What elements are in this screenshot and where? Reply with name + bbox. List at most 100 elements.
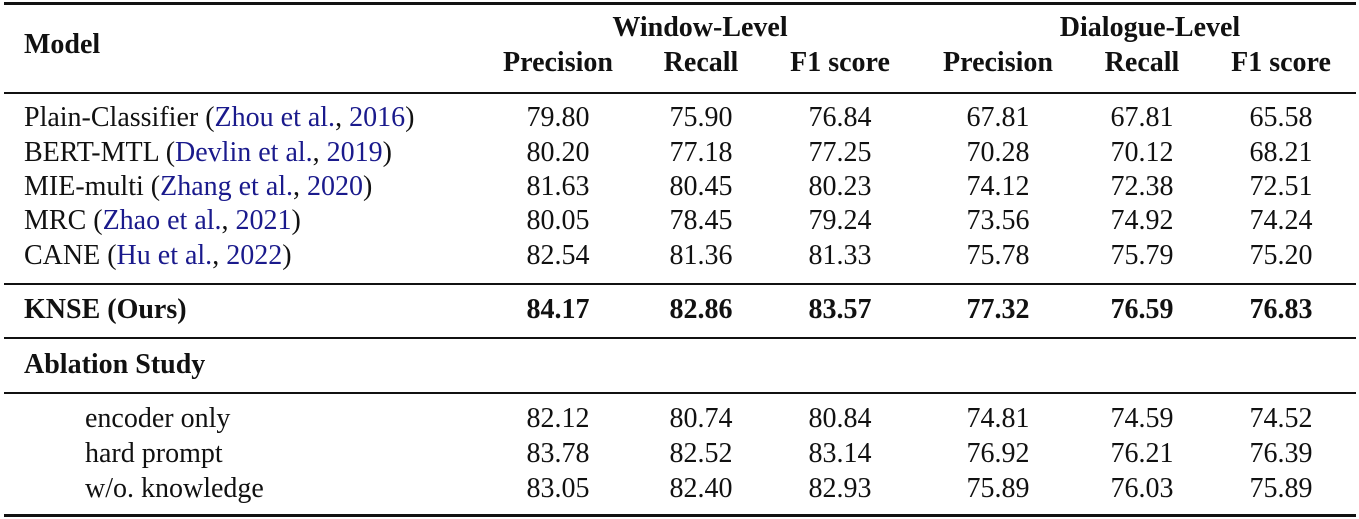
- cell: 79.24: [808, 205, 872, 236]
- cell: 77.32: [966, 294, 1030, 325]
- row-label: w/o. knowledge: [85, 473, 264, 504]
- citation-link: Zhou et al.: [214, 102, 336, 133]
- cell: 76.84: [808, 102, 872, 133]
- cell: 82.86: [669, 294, 733, 325]
- citation-link: 2022: [226, 240, 283, 271]
- cell: 83.57: [808, 294, 872, 325]
- cell: 82.52: [669, 438, 733, 469]
- column-header: Recall: [1104, 47, 1180, 78]
- label-text: ,: [293, 171, 308, 202]
- cell: 76.83: [1249, 294, 1313, 325]
- cell: 68.21: [1249, 137, 1313, 168]
- mid-rule: [4, 392, 1356, 394]
- citation-link: 2020: [307, 171, 364, 202]
- cell: 70.12: [1110, 137, 1174, 168]
- group-header: Dialogue-Level: [1059, 12, 1241, 43]
- cell: 76.39: [1249, 438, 1313, 469]
- cell: 73.56: [966, 205, 1030, 236]
- label-text: ,: [212, 240, 227, 271]
- label-text: ): [291, 205, 301, 236]
- cell: 80.45: [669, 171, 733, 202]
- column-header: F1 score: [790, 47, 890, 78]
- mid-rule: [4, 283, 1356, 285]
- column-header: Recall: [663, 47, 739, 78]
- label-text: ,: [335, 102, 350, 133]
- row-label: KNSE (Ours): [24, 294, 187, 325]
- row-label: hard prompt: [85, 438, 223, 469]
- cell: 83.05: [526, 473, 590, 504]
- label-text: ): [363, 171, 373, 202]
- cell: 74.24: [1249, 205, 1313, 236]
- cell: 80.74: [669, 403, 733, 434]
- label-text: ,: [221, 205, 236, 236]
- cell: 83.78: [526, 438, 590, 469]
- cell: 74.92: [1110, 205, 1174, 236]
- column-header: F1 score: [1231, 47, 1331, 78]
- row-label: MRC (Zhao et al., 2021): [24, 207, 301, 235]
- citation-link: 2019: [326, 137, 383, 168]
- cell: 75.89: [966, 473, 1030, 504]
- header-model: Model: [24, 29, 101, 60]
- citation-link: Hu et al.: [116, 240, 213, 271]
- cell: 82.93: [808, 473, 872, 504]
- column-header: Precision: [503, 47, 613, 78]
- citation-link: Zhao et al.: [102, 205, 222, 236]
- row-label: encoder only: [85, 403, 231, 434]
- row-label: MIE-multi (Zhang et al., 2020): [24, 173, 372, 201]
- cell: 75.20: [1249, 240, 1313, 271]
- row-label: CANE (Hu et al., 2022): [24, 242, 292, 270]
- cell: 84.17: [526, 294, 590, 325]
- column-header: Precision: [943, 47, 1053, 78]
- cell: 72.38: [1110, 171, 1174, 202]
- row-label: BERT-MTL (Devlin et al., 2019): [24, 139, 392, 167]
- mid-rule: [4, 337, 1356, 339]
- bottom-rule: [4, 514, 1356, 517]
- cell: 81.33: [808, 240, 872, 271]
- citation-link: Zhang et al.: [160, 171, 294, 202]
- top-rule: [4, 2, 1356, 5]
- cell: 75.89: [1249, 473, 1313, 504]
- label-text: CANE (: [24, 240, 117, 271]
- cell: 70.28: [966, 137, 1030, 168]
- cell: 75.79: [1110, 240, 1174, 271]
- cell: 67.81: [1110, 102, 1174, 133]
- cell: 76.59: [1110, 294, 1174, 325]
- cell: 76.92: [966, 438, 1030, 469]
- label-text: BERT-MTL (: [24, 137, 176, 168]
- cell: 74.52: [1249, 403, 1313, 434]
- cell: 80.84: [808, 403, 872, 434]
- cell: 78.45: [669, 205, 733, 236]
- citation-link: 2021: [235, 205, 292, 236]
- header-rule: [4, 92, 1356, 94]
- cell: 74.81: [966, 403, 1030, 434]
- cell: 80.23: [808, 171, 872, 202]
- label-text: MRC (: [24, 205, 103, 236]
- cell: 65.58: [1249, 102, 1313, 133]
- cell: 83.14: [808, 438, 872, 469]
- citation-link: 2016: [349, 102, 406, 133]
- cell: 75.90: [669, 102, 733, 133]
- cell: 67.81: [966, 102, 1030, 133]
- cell: 72.51: [1249, 171, 1313, 202]
- label-text: ,: [312, 137, 327, 168]
- cell: 80.05: [526, 205, 590, 236]
- label-text: MIE-multi (: [24, 171, 161, 202]
- label-text: ): [282, 240, 292, 271]
- cell: 81.63: [526, 171, 590, 202]
- group-header: Window-Level: [612, 12, 788, 43]
- cell: 76.21: [1110, 438, 1174, 469]
- cell: 74.59: [1110, 403, 1174, 434]
- label-text: ): [405, 102, 415, 133]
- row-label: Plain-Classifier (Zhou et al., 2016): [24, 104, 414, 132]
- citation-link: Devlin et al.: [175, 137, 313, 168]
- cell: 76.03: [1110, 473, 1174, 504]
- cell: 81.36: [669, 240, 733, 271]
- cell: 82.12: [526, 403, 590, 434]
- label-text: ): [382, 137, 392, 168]
- cell: 82.54: [526, 240, 590, 271]
- section-title: Ablation Study: [24, 349, 206, 380]
- cell: 77.18: [669, 137, 733, 168]
- cell: 77.25: [808, 137, 872, 168]
- cell: 79.80: [526, 102, 590, 133]
